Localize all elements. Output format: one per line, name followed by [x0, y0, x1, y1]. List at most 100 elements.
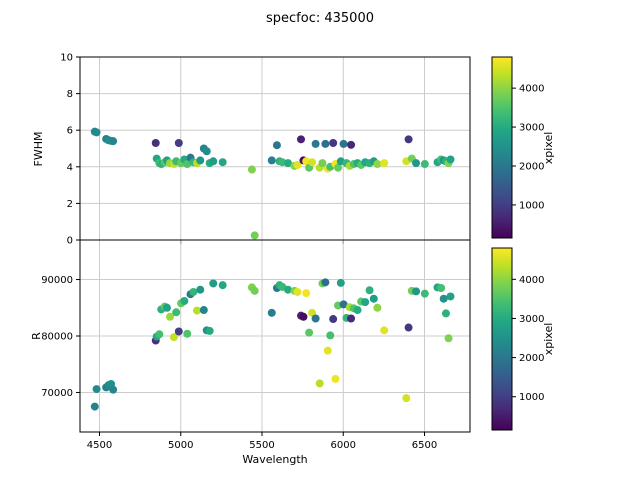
scatter-point	[446, 155, 455, 164]
scatter-point	[155, 330, 164, 339]
y-tick-label: 0	[67, 236, 73, 247]
x-tick-label: 6000	[331, 440, 356, 451]
scatter-point	[218, 281, 227, 290]
scatter-point	[339, 139, 348, 148]
scatter-point	[323, 346, 332, 355]
scatter-point	[205, 326, 214, 335]
scatter-point	[402, 394, 411, 403]
scatter-point	[151, 139, 160, 148]
colorbar-bottom-label: xpixel	[542, 323, 555, 356]
colorbar-tick-label: 3000	[519, 123, 544, 134]
x-tick-label: 5000	[168, 440, 193, 451]
x-axis-label: Wavelength	[242, 453, 307, 466]
scatter-point	[420, 289, 429, 298]
scatter-point	[180, 296, 189, 305]
scatter-point	[446, 292, 455, 301]
scatter-point	[196, 285, 205, 294]
y-tick-label: 80000	[41, 332, 73, 343]
scatter-point	[284, 159, 292, 168]
scatter-point	[92, 128, 101, 137]
scatter-point	[321, 278, 330, 287]
fwhm-axis-label: FWHM	[32, 132, 45, 167]
scatter-point	[284, 285, 292, 294]
scatter-point	[326, 331, 335, 340]
y-tick-label: 8	[67, 89, 73, 100]
colorbar-tick-label: 4000	[519, 84, 544, 95]
scatter-point	[169, 333, 178, 342]
colorbar-tick-label: 2000	[519, 161, 544, 172]
scatter-point	[209, 157, 218, 166]
colorbar	[491, 247, 513, 431]
scatter-point	[380, 159, 389, 168]
y-tick-label: 6	[67, 126, 73, 137]
colorbar	[491, 56, 513, 239]
x-tick-label: 6500	[412, 440, 437, 451]
y-tick-label: 70000	[41, 388, 73, 399]
scatter-point	[311, 139, 320, 148]
scatter-point	[331, 374, 340, 383]
scatter-point	[172, 308, 181, 317]
scatter-point	[444, 334, 453, 343]
scatter-point	[321, 139, 330, 148]
scatter-point	[250, 286, 259, 295]
scatter-point	[404, 135, 413, 144]
scatter-point	[353, 306, 362, 315]
scatter-point	[369, 294, 378, 303]
scatter-point	[318, 159, 327, 168]
scatter-point	[299, 312, 308, 321]
scatter-point	[109, 385, 118, 394]
scatter-point	[404, 323, 413, 332]
x-tick-label: 4500	[87, 440, 112, 451]
scatter-point	[347, 314, 356, 323]
scatter-point	[329, 315, 338, 324]
figure-title: specfoc: 435000	[266, 11, 374, 26]
scatter-point	[380, 326, 389, 335]
scatter-point	[334, 163, 343, 172]
scatter-point	[209, 279, 218, 288]
scatter-point	[329, 139, 338, 148]
scatter-point	[297, 135, 305, 144]
scatter-point	[311, 314, 320, 323]
scatter-point	[347, 140, 356, 149]
scatter-point	[109, 137, 118, 146]
scatter-point	[199, 306, 208, 315]
scatter-point	[420, 160, 429, 169]
scatter-point	[174, 139, 183, 148]
scatter-point	[183, 329, 192, 338]
scatter-point	[267, 308, 276, 317]
x-tick-label: 5500	[249, 440, 274, 451]
colorbar-tick-label: 3000	[519, 314, 544, 325]
scatter-point	[162, 303, 171, 312]
scatter-point	[439, 294, 448, 303]
y-tick-label: 90000	[41, 275, 73, 286]
colorbar-tick-label: 2000	[519, 353, 544, 364]
scatter-point	[302, 289, 311, 298]
scatter-point	[437, 284, 446, 292]
scatter-point	[247, 165, 256, 174]
colorbar-top-label: xpixel	[542, 132, 555, 165]
scatter-point	[218, 158, 227, 167]
colorbar-tick-label: 1000	[519, 392, 544, 403]
scatter-point	[293, 287, 302, 296]
scatter-point	[189, 287, 198, 296]
scatter-point	[308, 158, 317, 167]
scatter-point	[412, 287, 421, 296]
scatter-point	[174, 327, 183, 336]
scatter-point	[196, 156, 205, 165]
scatter-point	[250, 231, 259, 240]
scatter-point	[336, 278, 345, 287]
scatter-point	[92, 385, 101, 394]
scatter-point	[441, 309, 450, 318]
y-tick-label: 2	[67, 199, 73, 210]
scatter-point	[193, 306, 201, 315]
scatter-point	[90, 402, 99, 411]
y-tick-label: 10	[60, 53, 73, 64]
scatter-point	[373, 303, 382, 312]
scatter-point	[373, 160, 382, 169]
scatter-point	[293, 160, 302, 169]
y-tick-label: 4	[67, 162, 73, 173]
r-axis-label: R	[30, 332, 43, 340]
colorbar-tick-label: 4000	[519, 275, 544, 286]
